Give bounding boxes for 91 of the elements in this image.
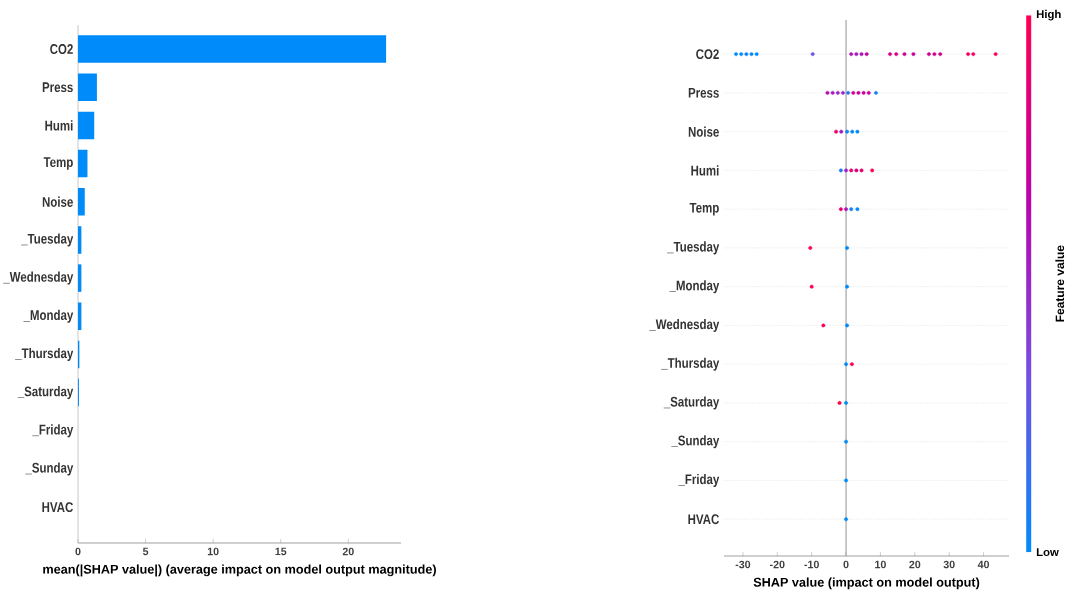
x-tick-label: 30 <box>943 560 955 569</box>
bar <box>78 188 85 216</box>
x-tick-label: 0 <box>75 547 81 556</box>
y-tick-label: Noise <box>688 126 719 137</box>
point <box>844 517 848 522</box>
point <box>932 52 937 57</box>
y-tick-label: _Monday <box>669 280 720 294</box>
point <box>855 207 860 212</box>
x-tick-label: 40 <box>977 560 990 569</box>
x-axis-title: mean(|SHAP value|) (average impact on model output magnitude) <box>43 564 436 577</box>
point <box>845 129 850 134</box>
point <box>734 52 738 57</box>
point <box>855 129 860 134</box>
y-tick-label: _Friday <box>678 473 720 487</box>
y-tick-label: _Sunday <box>25 462 74 476</box>
color-bar-label: Low <box>1036 548 1059 557</box>
x-tick-label: -30 <box>735 560 751 569</box>
y-tick-label: _Tuesday <box>21 233 74 247</box>
point <box>749 52 754 57</box>
y-tick-label: _Monday <box>23 309 74 323</box>
point <box>911 52 916 57</box>
y-tick-label: _Thursday <box>661 357 720 371</box>
y-tick-label: Temp <box>689 202 719 216</box>
point <box>841 90 845 95</box>
point <box>844 400 848 405</box>
point <box>739 52 744 57</box>
y-tick-label: CO2 <box>696 49 719 60</box>
point <box>844 439 848 444</box>
bar <box>78 226 82 254</box>
y-tick-label: HVAC <box>688 514 719 525</box>
point <box>844 478 848 483</box>
y-tick-label: _Sunday <box>671 435 720 449</box>
point <box>926 52 931 57</box>
x-tick-label: -20 <box>770 560 785 569</box>
y-tick-label: Humi <box>691 165 719 176</box>
bar <box>78 111 95 140</box>
point <box>888 52 892 57</box>
y-tick-label: _Tuesday <box>667 241 720 255</box>
point <box>845 245 850 250</box>
x-tick-label: 10 <box>207 547 219 556</box>
x-tick-label: -10 <box>804 560 819 569</box>
y-tick-label: CO2 <box>50 44 73 55</box>
point <box>938 52 943 57</box>
x-tick-label: 0 <box>843 560 849 569</box>
bar <box>78 35 387 63</box>
color-bar-title: Feature value <box>1055 245 1065 322</box>
point <box>993 52 998 57</box>
point <box>846 90 851 95</box>
point <box>838 207 843 212</box>
bar <box>78 264 82 292</box>
color-bar-label: High <box>1036 9 1061 21</box>
point <box>835 90 840 95</box>
y-tick-label: HVAC <box>42 502 73 513</box>
point <box>834 129 839 134</box>
x-tick-label: 20 <box>342 547 354 556</box>
point <box>838 168 843 173</box>
bar <box>78 149 88 178</box>
y-tick-label: _Saturday <box>663 396 720 410</box>
point <box>754 52 759 57</box>
y-tick-label: _Thursday <box>15 347 74 361</box>
y-tick-label: Temp <box>43 157 73 170</box>
point <box>850 129 855 134</box>
point <box>902 52 907 57</box>
point <box>854 52 859 57</box>
point <box>844 168 848 173</box>
x-tick-label: 15 <box>275 547 287 556</box>
point <box>845 284 850 289</box>
point <box>849 207 854 212</box>
y-tick-label: Humi <box>45 120 73 131</box>
x-axis-title: SHAP value (impact on model output) <box>753 577 980 590</box>
point <box>849 168 854 173</box>
x-tick-label: 5 <box>142 547 149 556</box>
y-tick-label: _Saturday <box>17 386 74 400</box>
point <box>844 362 848 367</box>
x-tick-label: 20 <box>909 560 921 569</box>
point <box>971 52 976 57</box>
y-tick-label: Press <box>42 82 73 93</box>
point <box>966 52 971 57</box>
point <box>864 52 869 57</box>
y-tick-label: Press <box>688 88 719 98</box>
y-tick-label: _Wednesday <box>3 271 74 285</box>
point <box>845 323 850 328</box>
y-tick-label: _Friday <box>32 424 74 438</box>
y-tick-label: _Wednesday <box>649 318 720 332</box>
point <box>810 52 815 57</box>
point <box>859 168 864 173</box>
x-tick-label: 10 <box>875 560 886 569</box>
y-tick-label: Noise <box>42 196 73 207</box>
point <box>894 52 899 57</box>
bar <box>78 73 97 101</box>
point <box>744 52 749 57</box>
